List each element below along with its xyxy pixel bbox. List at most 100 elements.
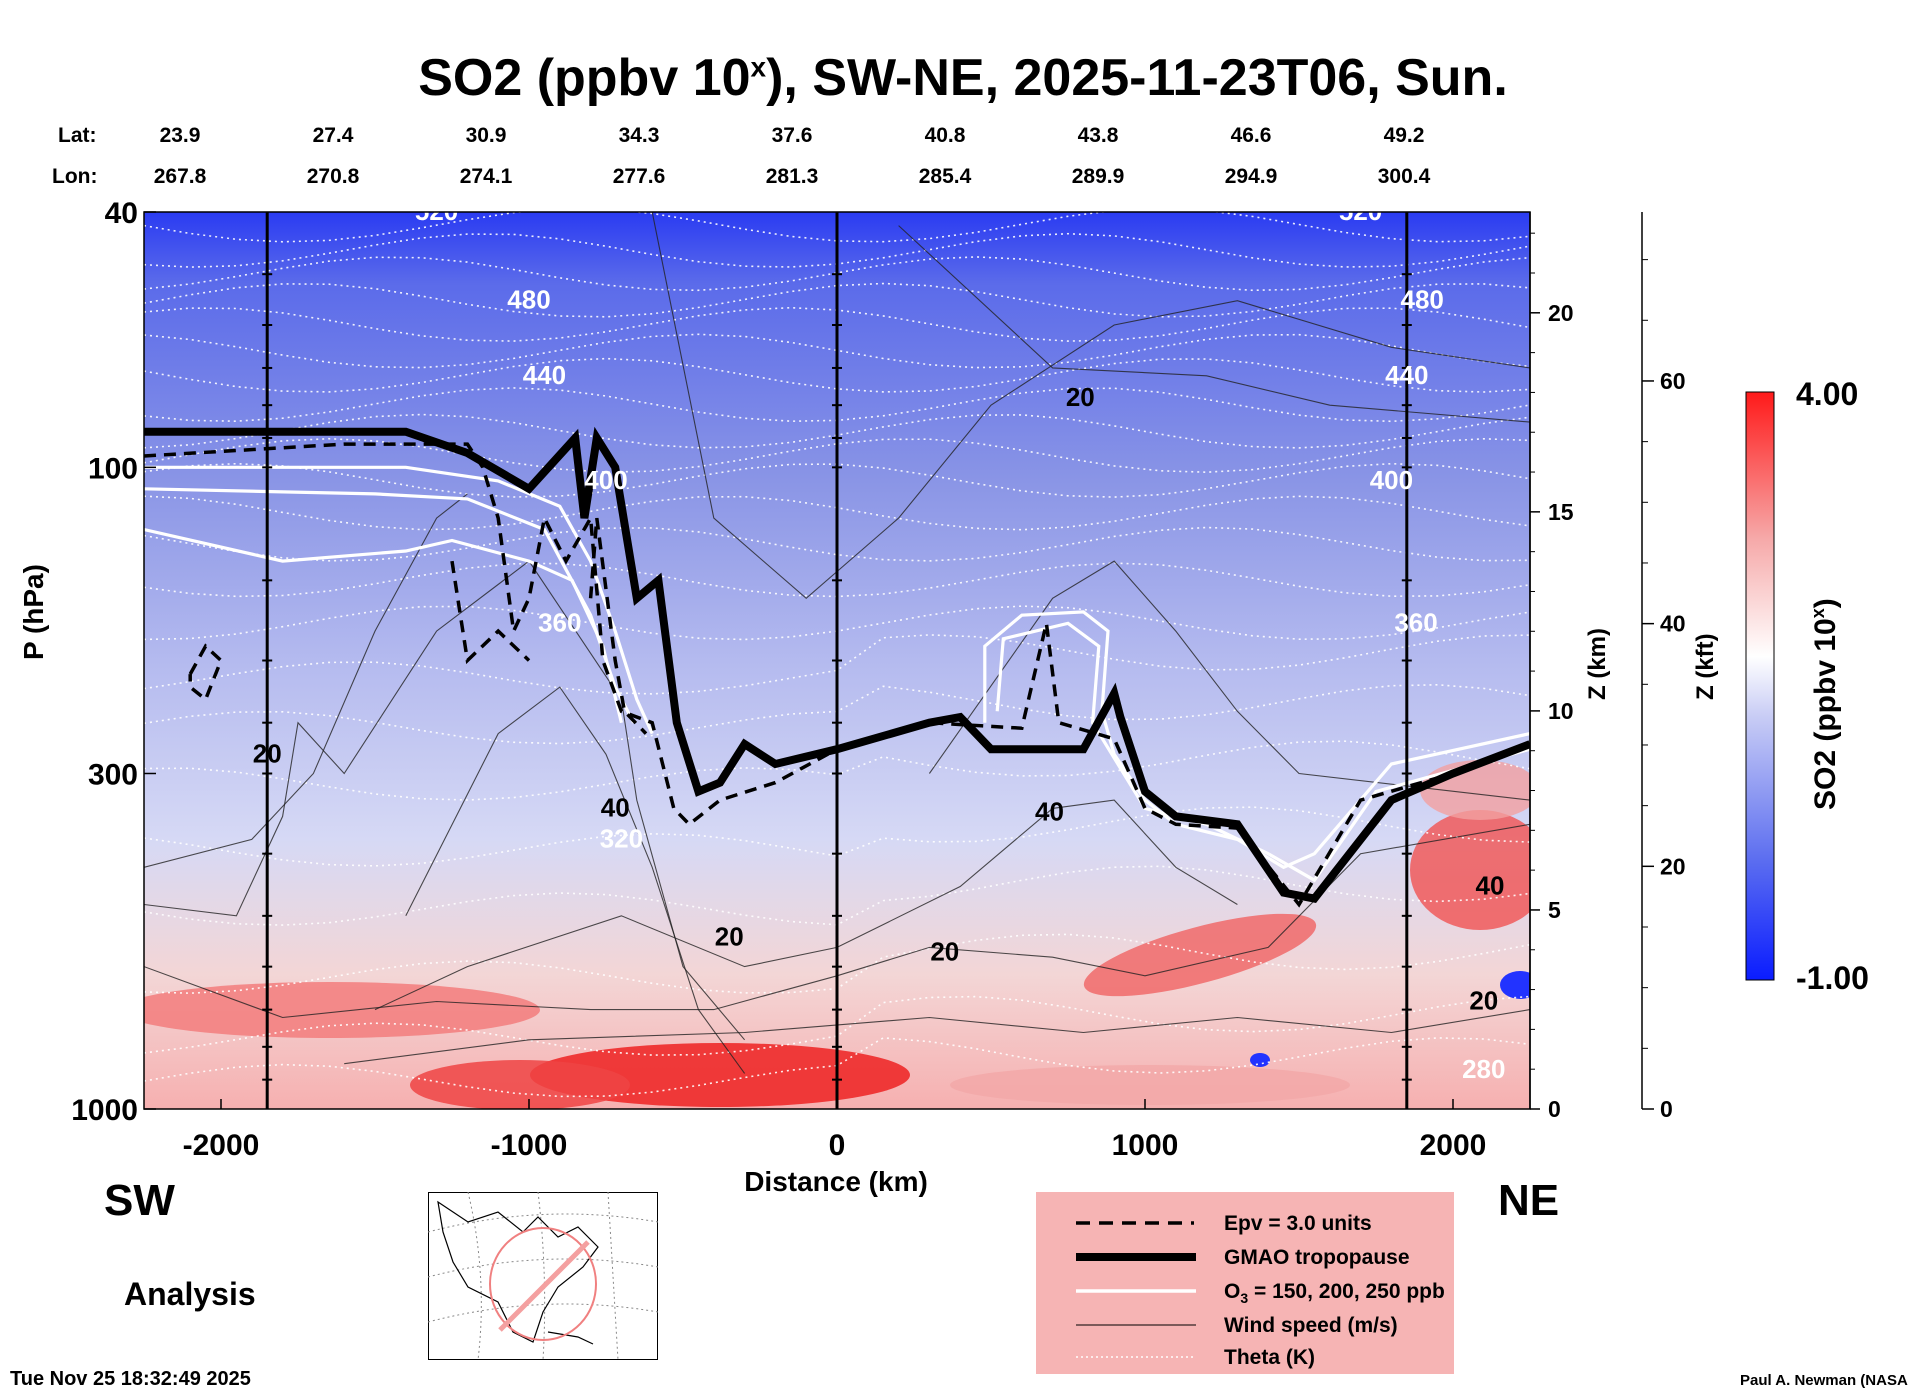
x-axis-label: Distance (km) [744,1166,928,1197]
theta-label: 480 [507,285,550,315]
colorbar-min-label: -1.00 [1796,960,1869,996]
lon-value: 270.8 [306,165,360,188]
wind-speed-label: 20 [1066,382,1095,412]
lon-value: 300.4 [1377,165,1431,188]
theta-contour [144,865,1530,926]
colorbar-max-label: 4.00 [1796,376,1859,412]
theta-contour [144,526,1530,562]
legend-item-wind: Wind speed (m/s) [1036,1308,1454,1342]
title-superscript: x [750,51,767,83]
wind-contour [928,560,1530,801]
theta-label: 520 [1339,196,1382,226]
theta-label: 520 [415,196,458,226]
z-kft-tick-label: 0 [1660,1096,1673,1122]
epv-contour [450,560,531,665]
lon-label: Lon: [52,165,98,188]
legend: Epv = 3.0 units GMAO tropopause O3 = 150… [1036,1192,1454,1374]
inset-map-frame [428,1192,658,1360]
y-tick-label: 100 [88,452,138,485]
wind-speed-label: 40 [601,792,630,822]
legend-item-epv: Epv = 3.0 units [1036,1206,1454,1240]
map-graticule [428,1192,658,1360]
theta-label: 400 [1370,465,1413,495]
theta-label: 320 [600,823,643,853]
epv-contour [588,517,648,735]
ozone-contour [144,527,623,724]
y-tick-label: 1000 [71,1094,138,1127]
title-text: SO2 (ppbv 10 [418,49,751,107]
map-section-line [498,1240,590,1332]
legend-item-tropopause: GMAO tropopause [1036,1240,1454,1274]
theta-contour [144,495,1530,531]
lon-value: 289.9 [1071,165,1125,188]
theta-contour [144,437,1530,474]
theta-contour [144,562,1530,598]
y-axis: 40 100 300 1000 [71,197,156,1127]
lat-value: 23.9 [159,124,201,147]
theta-label: 360 [538,607,581,637]
lon-value: 267.8 [153,165,207,188]
legend-item-theta: Theta (K) [1036,1340,1454,1374]
theta-label: 400 [584,465,627,495]
lat-value: 27.4 [312,124,354,147]
theta-contour [144,605,1530,641]
ozone-contour [144,465,654,735]
lon-value: 285.4 [918,165,972,188]
wind-speed-label: 20 [253,738,282,768]
direction-right: NE [1498,1176,1560,1225]
dotted-line-swatch [1076,1356,1196,1358]
theta-contour [144,462,1530,498]
lat-value: 43.8 [1077,124,1119,147]
lon-value: 294.9 [1224,165,1278,188]
direction-left: SW [104,1176,175,1225]
z-km-tick-label: 0 [1548,1096,1561,1122]
chart-title: SO2 (ppbv 10x), SW-NE, 2025-11-23T06, Su… [0,48,1926,108]
theta-label: 280 [1462,1054,1505,1084]
theta-contour [144,282,1530,318]
ozone-contour [983,610,1530,870]
theta-contour [144,357,1530,393]
thick-line-swatch [1076,1253,1196,1261]
theta-labels: 520 520 480 480 440 440 400 400 360 360 320 280 [415,196,1506,1084]
timestamp: Tue Nov 25 18:32:49 2025 [10,1368,251,1390]
lat-value: 46.6 [1230,124,1272,147]
x-tick-label: -1000 [491,1129,568,1162]
y-tick-label: 300 [88,758,138,791]
wind-contour [374,799,1238,1011]
z-kft-tick-label: 20 [1660,853,1686,879]
white-line-swatch [1076,1289,1196,1293]
z-kft-axis: 0 20 40 60 [1642,259,1686,1122]
wind-contour [144,493,468,868]
x-tick-label: 1000 [1112,1129,1179,1162]
z-kft-label: Z (kft) [1692,633,1719,700]
wind-labels: 20 20 40 40 20 20 40 20 [253,382,1505,1015]
wind-speed-contours [144,212,1530,1074]
so2-high-region [144,982,540,1038]
lon-value: 274.1 [459,165,513,188]
theta-contour [144,333,1530,369]
wind-speed-label: 20 [715,921,744,951]
x-tick-label: -2000 [183,1129,260,1162]
lat-value: 34.3 [618,124,660,147]
so2-high-region [950,1065,1350,1105]
theta-contour [144,683,1530,745]
dashed-line-swatch [1076,1221,1194,1225]
wind-speed-label: 20 [1469,986,1498,1016]
vertical-markers [262,212,1412,1109]
colorbar [1745,391,1775,981]
colorbar-label: SO2 (ppbv 10x) [1808,598,1842,810]
wind-contour [144,823,1530,1019]
wind-speed-label: 40 [1035,796,1064,826]
theta-contour [144,256,1530,292]
x-tick-label: 0 [829,1129,846,1162]
gmao-tropopause-line [144,426,1530,903]
epv-contours [144,442,1530,908]
inset-map [428,1192,658,1360]
wind-contour [651,212,1530,600]
x-axis: -2000 -1000 0 1000 2000 [183,1099,1486,1162]
lat-label: Lat: [58,124,97,147]
thin-line-swatch [1076,1324,1196,1326]
title-rest: ), SW-NE, 2025-11-23T06, Sun. [766,49,1508,107]
z-km-axis: 0 5 10 15 20 [1530,232,1574,1122]
